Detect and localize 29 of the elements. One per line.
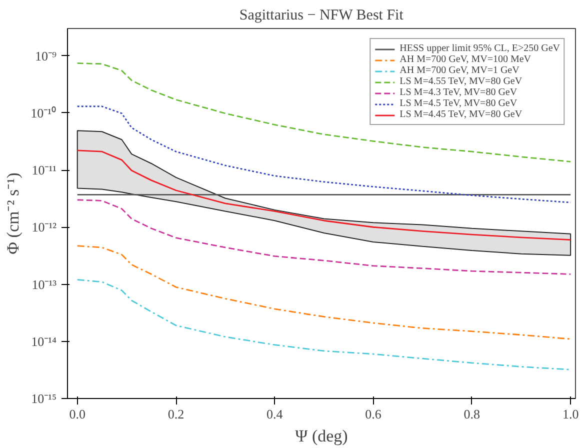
legend-label: LS M=4.45 TeV, MV=80 GeV <box>400 109 522 120</box>
y-tick-label: 10⁻¹⁵ <box>31 391 57 406</box>
legend-label: AH M=700 GeV, MV=100 MeV <box>400 54 532 65</box>
y-tick-label: 10⁻⁹ <box>34 48 57 64</box>
legend-label: LS M=4.55 TeV, MV=80 GeV <box>400 76 522 87</box>
x-tick-label: 0.0 <box>69 406 86 422</box>
x-tick-label: 1.0 <box>562 406 579 422</box>
line-series <box>76 199 572 275</box>
legend-label: LS M=4.5 TeV, MV=80 GeV <box>400 98 518 109</box>
x-tick-label: 0.6 <box>365 406 382 422</box>
x-axis-title: Ψ (deg) <box>295 426 348 446</box>
x-tick-label: 0.8 <box>464 406 480 422</box>
y-tick-label: 10⁻¹⁴ <box>31 334 57 349</box>
legend-label: LS M=4.3 TeV, MV=80 GeV <box>400 87 518 98</box>
line-series <box>76 245 572 340</box>
line-series <box>76 62 572 162</box>
y-tick-label: 10⁻¹² <box>32 220 57 235</box>
line-series <box>76 150 572 240</box>
y-tick-label: 10⁻¹³ <box>32 276 57 292</box>
chart-title: Sagittarius − NFW Best Fit <box>239 8 404 24</box>
line-series <box>76 106 572 204</box>
x-tick-label: 0.4 <box>266 406 284 422</box>
legend-label: AH M=700 GeV, MV=1 GeV <box>400 65 520 76</box>
legend-label: HESS upper limit 95% CL, E>250 GeV <box>400 43 560 54</box>
y-tick-label: 10⁻¹⁰ <box>30 105 57 120</box>
x-tick-label: 0.2 <box>168 406 184 422</box>
y-axis-title: Φ (cm⁻² s⁻¹) <box>4 172 23 254</box>
line-series <box>76 279 572 370</box>
y-tick-label: 10⁻¹¹ <box>32 162 57 178</box>
